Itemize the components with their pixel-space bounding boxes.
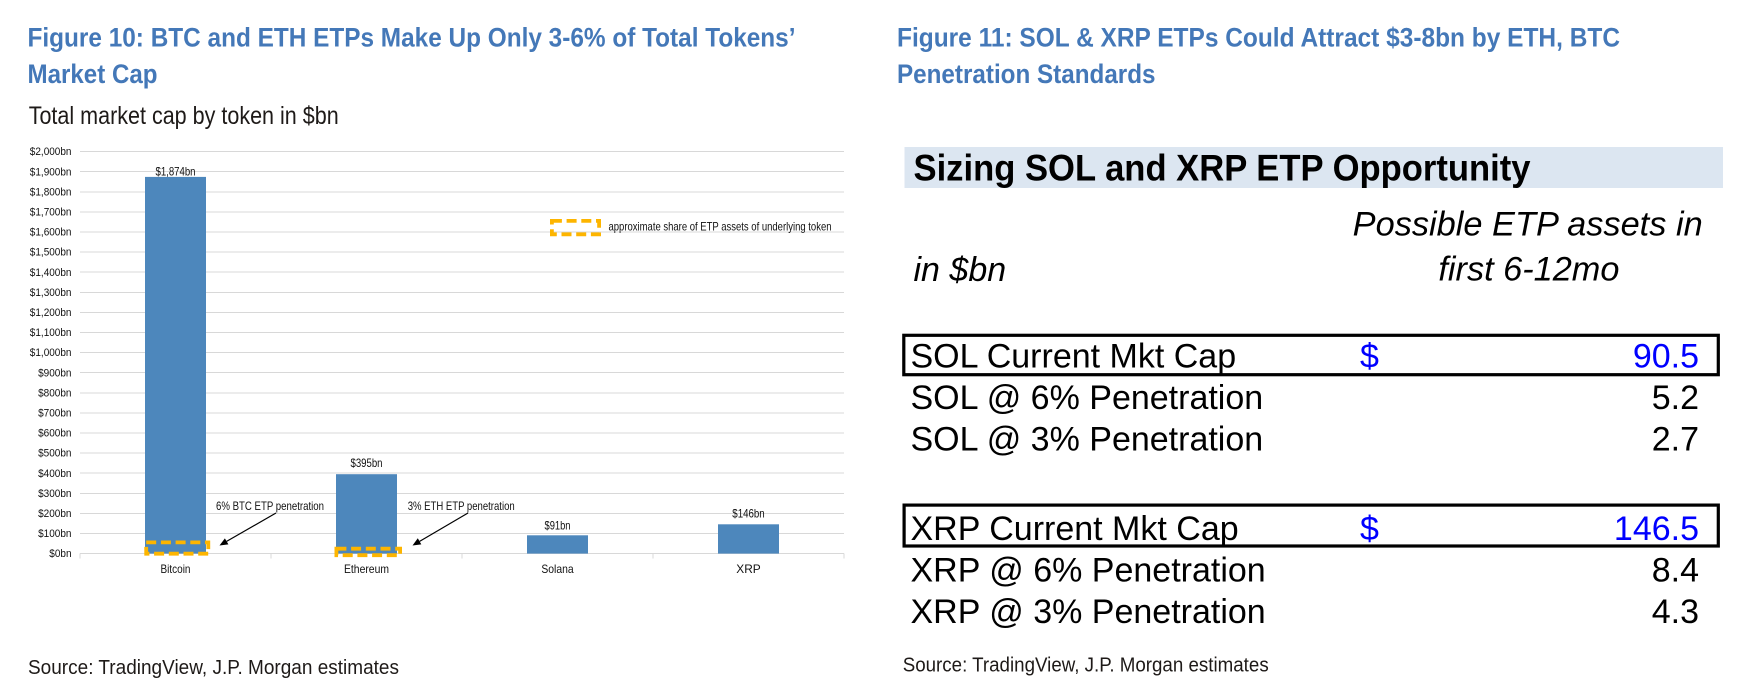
svg-text:$1,300bn: $1,300bn (30, 287, 72, 299)
svg-text:5.2: 5.2 (1652, 379, 1699, 417)
svg-text:$1,000bn: $1,000bn (30, 347, 72, 359)
svg-text:90.5: 90.5 (1633, 338, 1699, 376)
svg-text:$91bn: $91bn (545, 519, 571, 533)
svg-text:$146bn: $146bn (732, 507, 764, 521)
svg-text:6% BTC ETP penetration: 6% BTC ETP penetration (216, 499, 324, 513)
svg-text:$1,700bn: $1,700bn (30, 207, 72, 219)
svg-text:$: $ (1360, 510, 1379, 548)
svg-text:3% ETH ETP penetration: 3% ETH ETP penetration (408, 499, 515, 513)
svg-text:Source: TradingView, J.P. Morg: Source: TradingView, J.P. Morgan estimat… (28, 657, 399, 679)
svg-text:Ethereum: Ethereum (344, 562, 389, 576)
svg-text:Source: TradingView, J.P. Morg: Source: TradingView, J.P. Morgan estimat… (903, 655, 1269, 677)
svg-text:Solana: Solana (541, 562, 574, 576)
svg-text:SOL Current Mkt Cap: SOL Current Mkt Cap (911, 338, 1237, 376)
svg-text:XRP @ 3% Penetration: XRP @ 3% Penetration (911, 593, 1266, 631)
svg-text:Sizing SOL and XRP ETP Opportu: Sizing SOL and XRP ETP Opportunity (914, 148, 1531, 189)
svg-text:$395bn: $395bn (351, 456, 383, 470)
svg-text:Total market cap by token in $: Total market cap by token in $bn (29, 102, 339, 130)
svg-text:Penetration Standards: Penetration Standards (897, 59, 1156, 89)
svg-text:8.4: 8.4 (1652, 552, 1699, 590)
svg-text:$900bn: $900bn (38, 367, 71, 379)
svg-text:Market Cap: Market Cap (28, 59, 158, 89)
svg-text:$700bn: $700bn (38, 408, 71, 420)
svg-text:$200bn: $200bn (38, 508, 71, 520)
svg-text:2.7: 2.7 (1652, 421, 1699, 459)
svg-text:Possible ETP assets in: Possible ETP assets in (1353, 205, 1703, 243)
svg-text:$100bn: $100bn (38, 528, 71, 540)
svg-text:$1,874bn: $1,874bn (156, 164, 196, 178)
svg-text:XRP Current Mkt Cap: XRP Current Mkt Cap (911, 510, 1239, 548)
svg-text:$: $ (1360, 338, 1379, 376)
svg-text:$0bn: $0bn (49, 548, 71, 560)
svg-text:$1,900bn: $1,900bn (30, 166, 72, 178)
svg-text:$2,000bn: $2,000bn (30, 146, 72, 158)
svg-text:SOL @ 3% Penetration: SOL @ 3% Penetration (911, 421, 1264, 459)
svg-text:4.3: 4.3 (1652, 593, 1699, 631)
svg-text:$300bn: $300bn (38, 488, 71, 500)
svg-text:SOL @ 6% Penetration: SOL @ 6% Penetration (911, 379, 1264, 417)
svg-text:Figure 10: BTC and ETH ETPs Ma: Figure 10: BTC and ETH ETPs Make Up Only… (28, 22, 796, 52)
svg-text:146.5: 146.5 (1614, 510, 1699, 548)
svg-text:XRP @ 6% Penetration: XRP @ 6% Penetration (911, 552, 1266, 590)
svg-text:$600bn: $600bn (38, 428, 71, 440)
svg-text:$800bn: $800bn (38, 387, 71, 399)
svg-text:$1,400bn: $1,400bn (30, 267, 72, 279)
svg-text:$400bn: $400bn (38, 468, 71, 480)
svg-text:Bitcoin: Bitcoin (161, 562, 191, 576)
svg-text:$1,500bn: $1,500bn (30, 247, 72, 259)
svg-text:Figure 11: SOL & XRP ETPs Coul: Figure 11: SOL & XRP ETPs Could Attract … (897, 22, 1620, 52)
svg-text:XRP: XRP (736, 562, 761, 576)
svg-text:$500bn: $500bn (38, 448, 71, 460)
svg-text:approximate share of ETP asset: approximate share of ETP assets of under… (609, 220, 832, 234)
svg-text:$1,100bn: $1,100bn (30, 327, 72, 339)
svg-text:in $bn: in $bn (914, 251, 1007, 289)
svg-text:$1,200bn: $1,200bn (30, 307, 72, 319)
svg-text:$1,800bn: $1,800bn (30, 186, 72, 198)
svg-text:$1,600bn: $1,600bn (30, 227, 72, 239)
svg-text:first 6-12mo: first 6-12mo (1438, 251, 1619, 289)
